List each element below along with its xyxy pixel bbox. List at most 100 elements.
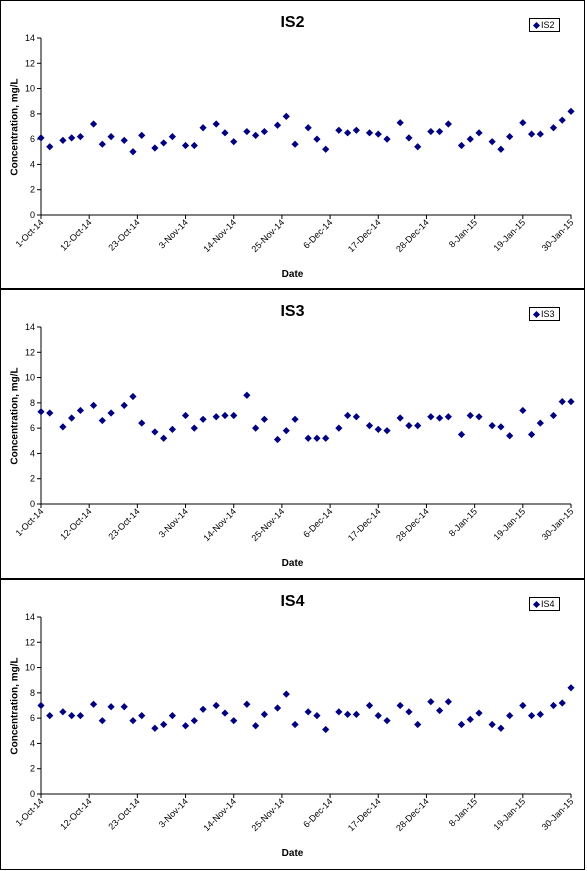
data-point — [160, 720, 168, 729]
x-tick-label: 3-Nov-14 — [157, 506, 190, 539]
data-point — [488, 422, 496, 430]
data-point — [365, 129, 374, 137]
y-tick-label: 4 — [30, 738, 35, 748]
data-point — [260, 127, 268, 136]
data-point — [252, 131, 260, 139]
data-point — [68, 712, 76, 720]
data-point — [374, 130, 382, 138]
data-point — [313, 135, 321, 143]
data-point — [497, 423, 505, 431]
y-tick-label: 4 — [30, 448, 35, 458]
y-tick-label: 14 — [25, 33, 35, 43]
data-point — [199, 705, 207, 713]
data-point — [138, 131, 146, 139]
data-point — [230, 717, 238, 725]
y-tick-label: 10 — [25, 663, 35, 673]
data-point — [291, 720, 299, 729]
data-point — [383, 135, 391, 143]
x-tick-label: 28-Dec-14 — [394, 796, 431, 833]
y-tick-label: 2 — [30, 474, 35, 484]
data-point — [151, 428, 159, 436]
data-point — [59, 136, 67, 145]
chart-panel-is4: IS4 IS4 Concentration, mg/L Date 0 2 4 6 8 10… — [0, 579, 585, 870]
data-point — [352, 710, 360, 718]
data-point — [405, 708, 413, 716]
data-point — [313, 712, 321, 720]
y-tick-label: 2 — [30, 185, 35, 195]
data-point — [76, 133, 85, 141]
data-point — [414, 720, 422, 729]
y-tick-label: 14 — [25, 612, 35, 622]
data-point — [138, 712, 146, 720]
data-point — [98, 416, 106, 425]
data-point — [519, 119, 527, 127]
data-point — [243, 700, 251, 708]
x-tick-label: 6-Dec-14 — [301, 506, 334, 539]
data-point — [549, 411, 558, 420]
data-point — [313, 434, 321, 442]
data-point — [76, 406, 85, 415]
data-point — [89, 401, 98, 409]
data-point — [405, 134, 413, 142]
data-point — [427, 127, 435, 136]
data-point — [414, 422, 422, 430]
x-tick-label: 14-Nov-14 — [201, 506, 238, 543]
data-point — [89, 700, 98, 708]
legend-label: IS3 — [541, 309, 555, 319]
data-point — [536, 130, 544, 138]
x-tick-label: 19-Jan-15 — [492, 506, 528, 542]
chart-title: IS4 — [280, 593, 305, 610]
data-point — [344, 129, 352, 137]
data-point — [549, 701, 558, 710]
data-point — [396, 414, 404, 422]
y-tick-label: 8 — [30, 398, 35, 408]
data-point — [160, 139, 168, 147]
data-point — [527, 430, 536, 439]
x-axis-label: Date — [281, 848, 304, 859]
x-tick-label: 25-Nov-14 — [250, 506, 287, 543]
data-point — [181, 411, 190, 420]
chart-title: IS2 — [280, 14, 305, 31]
data-point — [475, 129, 483, 137]
data-point — [260, 710, 268, 718]
data-point — [405, 422, 413, 430]
data-point — [427, 698, 435, 706]
data-point — [59, 423, 67, 431]
y-tick-label: 12 — [25, 347, 35, 357]
chart-panel-is2: IS2 IS2 Concentration, mg/L Date 0 2 4 6 8 10… — [0, 0, 585, 289]
data-point — [59, 708, 67, 716]
data-point — [129, 148, 137, 156]
data-point — [488, 720, 496, 729]
x-tick-label: 30-Jan-15 — [540, 217, 576, 253]
data-point — [322, 725, 330, 734]
data-point — [46, 143, 54, 151]
x-tick-label: 12-Oct-14 — [58, 796, 93, 831]
data-point — [46, 712, 54, 720]
chart-legend: IS3 — [529, 307, 560, 321]
data-point — [273, 704, 282, 712]
data-point — [221, 129, 229, 137]
data-point — [567, 397, 575, 406]
chart-plot-is3: 0 2 4 6 8 10 12 14 1-Oct-14 12-Oct-14 23-Oct-14 3-N… — [14, 322, 576, 543]
x-tick-label: 19-Jan-15 — [492, 796, 528, 832]
x-axis-label: Date — [281, 558, 304, 569]
x-tick-label: 1-Oct-14 — [14, 796, 46, 828]
y-tick-label: 10 — [25, 84, 35, 94]
data-point — [383, 427, 391, 435]
data-point — [212, 120, 220, 128]
data-point — [488, 138, 496, 146]
y-tick-label: 0 — [30, 789, 35, 799]
data-point — [558, 699, 566, 707]
data-point — [435, 127, 444, 136]
data-point — [497, 724, 505, 732]
data-point — [243, 127, 251, 136]
x-tick-label: 23-Oct-14 — [106, 796, 141, 831]
y-tick-label: 6 — [30, 134, 35, 144]
x-tick-label: 6-Dec-14 — [301, 796, 334, 829]
data-point — [190, 717, 198, 725]
data-point — [466, 411, 474, 420]
chart-plot-is4: 0 2 4 6 8 10 12 14 1-Oct-14 12-Oct-14 23-Oct-14 3-N… — [14, 612, 576, 833]
legend-label: IS2 — [541, 20, 555, 30]
data-point — [435, 706, 444, 715]
x-tick-label: 3-Nov-14 — [157, 217, 190, 250]
